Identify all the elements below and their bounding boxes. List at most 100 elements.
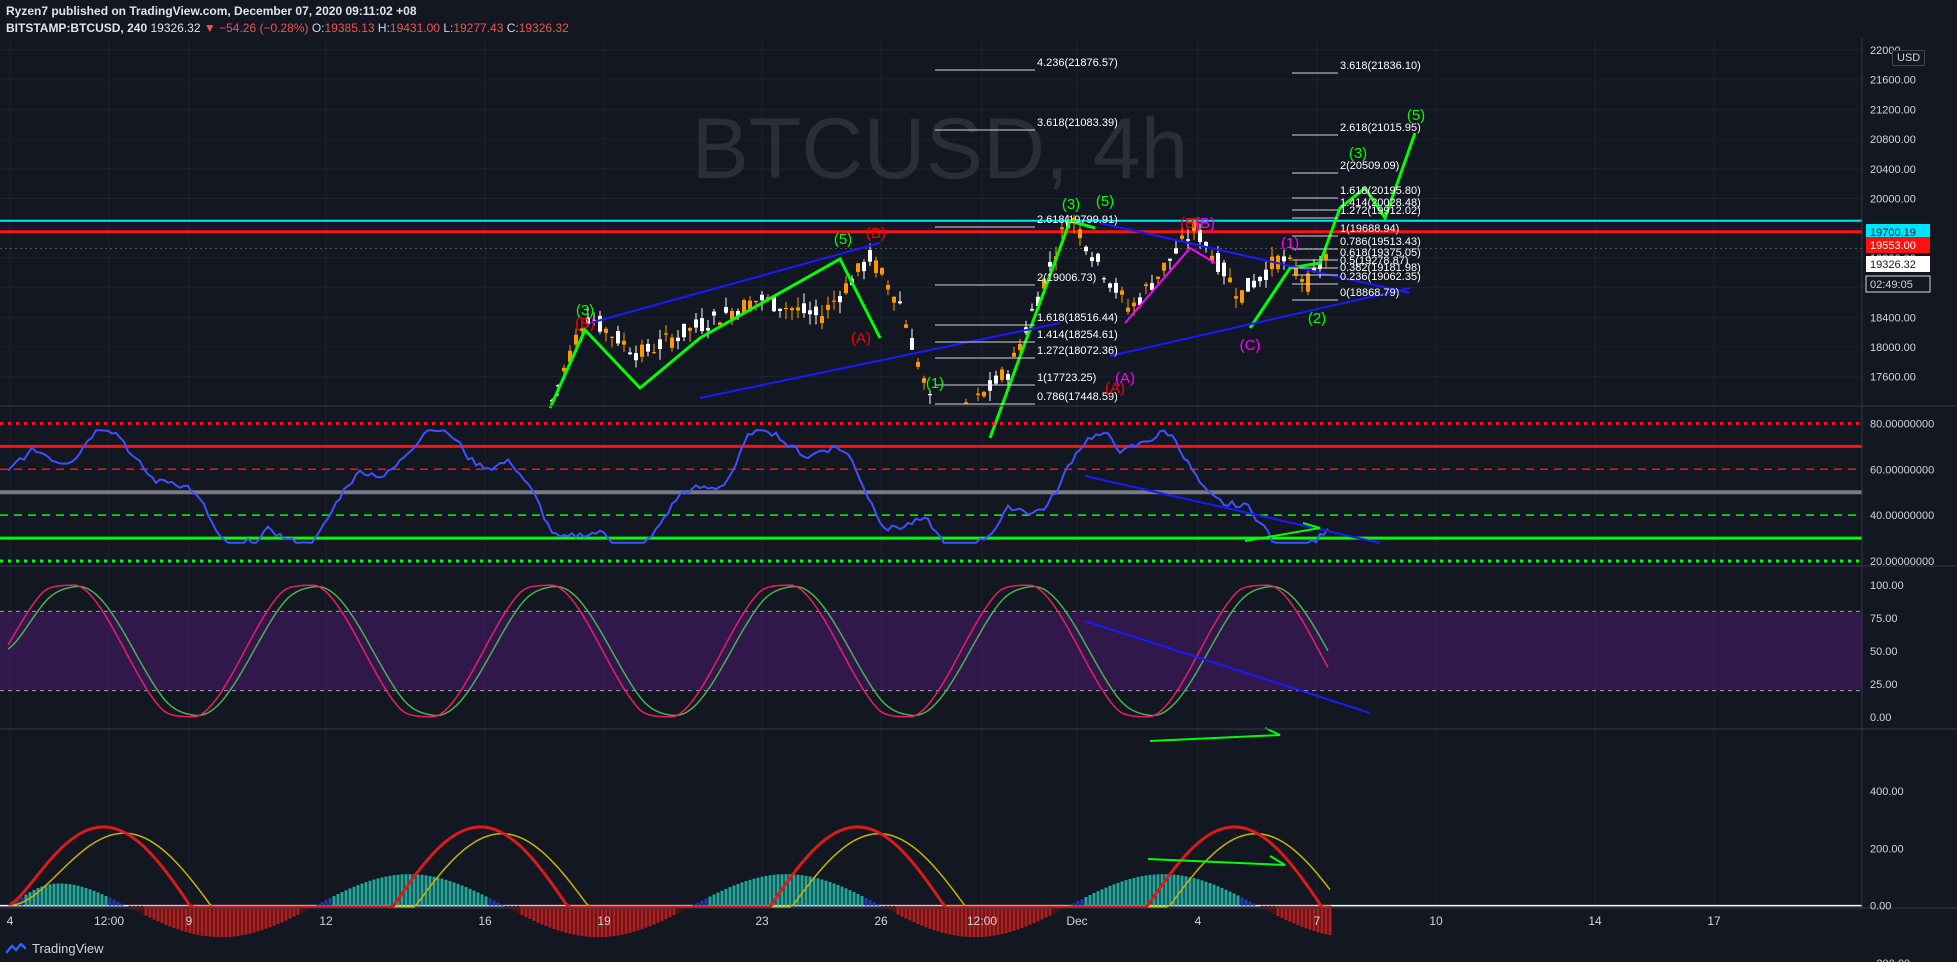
macd-bar — [180, 905, 184, 931]
macd-bar — [704, 898, 708, 906]
candle — [820, 305, 824, 330]
candle — [610, 335, 614, 348]
macd-bar — [424, 875, 428, 906]
macd-bar — [644, 905, 648, 928]
candle — [1264, 261, 1268, 288]
wave-label: (B) — [1195, 215, 1215, 232]
fib-level-label: 0.382(19181.98) — [1340, 262, 1421, 274]
macd-bar — [452, 882, 456, 906]
candle — [1150, 274, 1154, 291]
macd-bar — [236, 905, 240, 936]
candle — [730, 307, 734, 325]
macd-bar — [952, 905, 956, 936]
currency-badge[interactable]: USD — [1892, 50, 1926, 66]
candle-body — [1162, 262, 1166, 271]
macd-bar — [708, 896, 712, 906]
candle — [1222, 259, 1226, 285]
macd-bar — [36, 887, 40, 906]
macd-bar — [572, 905, 576, 935]
macd-bar — [432, 876, 436, 906]
macd-bar — [264, 905, 268, 929]
macd-bar — [1116, 882, 1120, 906]
candle-body — [784, 307, 788, 310]
macd-bar — [1176, 875, 1180, 906]
macd-bar — [484, 896, 488, 906]
candle-body — [1258, 276, 1262, 282]
wave-line-green — [548, 256, 882, 409]
macd-bar — [388, 875, 392, 906]
footer-brand[interactable]: TradingView — [6, 941, 104, 956]
macd-bar — [1120, 881, 1124, 906]
macd-bar — [656, 905, 660, 923]
x-tick-label: 26 — [874, 914, 888, 928]
macd-bar — [376, 878, 380, 906]
macd-bar — [920, 905, 924, 926]
candle-body — [658, 339, 662, 349]
macd-bar — [988, 905, 992, 937]
price-tag-bg — [1865, 275, 1931, 293]
macd-bar — [532, 905, 536, 921]
candle-body — [796, 307, 800, 311]
macd-bar — [12, 902, 16, 906]
candle — [1090, 251, 1094, 268]
price-tick-label: 20000.00 — [1870, 194, 1916, 206]
macd-bar — [840, 886, 844, 906]
candle — [1000, 366, 1004, 383]
wave-label: (3) — [1062, 196, 1080, 213]
macd-bar — [428, 875, 432, 906]
macd-bar — [892, 905, 896, 913]
macd-bar — [604, 905, 608, 937]
candle-body — [1216, 253, 1220, 272]
macd-bar — [268, 905, 272, 928]
macd-bar — [128, 905, 132, 908]
macd-bar — [720, 890, 724, 906]
macd-bar — [252, 905, 256, 933]
macd-bar — [692, 904, 696, 906]
candle — [856, 262, 860, 277]
candle-body — [820, 316, 824, 324]
macd-bar — [568, 905, 572, 934]
macd-bar — [448, 881, 452, 906]
macd-bar — [628, 905, 632, 933]
macd-bar — [612, 905, 616, 937]
price-tick-label: 20400.00 — [1870, 164, 1916, 176]
x-tick-label: 12:00 — [967, 914, 997, 928]
candle — [640, 339, 644, 363]
candle — [1030, 303, 1034, 312]
macd-bar — [772, 874, 776, 906]
macd-bar — [80, 886, 84, 906]
macd-bar — [1216, 886, 1220, 906]
macd-bar — [1288, 905, 1292, 922]
macd-bar — [1196, 879, 1200, 906]
macd-bar — [916, 905, 920, 924]
macd-bar — [1012, 905, 1016, 931]
candle-body — [1006, 374, 1010, 380]
candle-body — [868, 250, 872, 262]
candle — [742, 298, 746, 313]
wave-label: (1) — [926, 375, 944, 392]
macd-bar — [296, 905, 300, 915]
fib-level-label: 1.414(20028.48) — [1340, 197, 1421, 209]
macd-bar — [44, 885, 48, 906]
macd-bar — [348, 888, 352, 906]
macd-bar — [816, 878, 820, 906]
macd-bar — [120, 903, 124, 906]
macd-bar — [860, 895, 864, 906]
candle — [1120, 286, 1124, 303]
candle — [670, 333, 674, 352]
macd-bar — [1016, 905, 1020, 930]
macd-bar — [668, 905, 672, 918]
macd-bar — [912, 905, 916, 923]
macd-bar — [964, 905, 968, 937]
macd-bar — [456, 883, 460, 906]
macd-bar — [212, 905, 216, 937]
candle — [814, 299, 818, 325]
candle-body — [574, 334, 578, 345]
chart-canvas[interactable]: BTCUSD, 4h 4.236(21876.57) 3.618(21083.39… — [0, 38, 1957, 962]
macd-bar — [600, 905, 604, 938]
candle — [1234, 287, 1238, 309]
candle-body — [1282, 256, 1286, 262]
macd-bar — [1056, 905, 1060, 912]
macd-tick-label: 400.00 — [1870, 786, 1904, 798]
candle-body — [580, 328, 584, 331]
